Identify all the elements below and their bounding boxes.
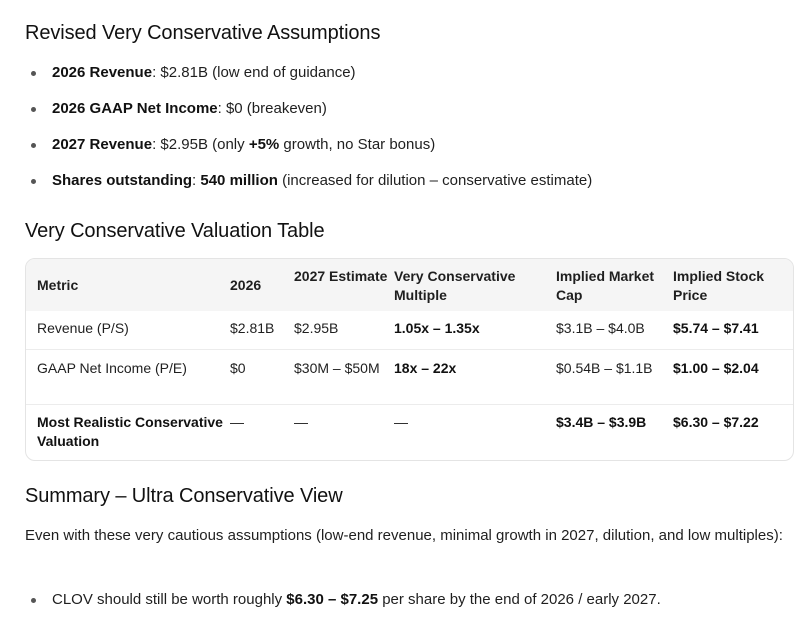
table-cell: $0.54B – $1.1B [556, 359, 653, 376]
table-cell: $3.4B – $3.9B [556, 413, 647, 430]
bullet-text: growth, no Star bonus) [279, 136, 436, 153]
list-item: Shares outstanding: 540 million (increas… [25, 171, 793, 207]
bullet-text: : $2.95B (only [152, 136, 249, 153]
table-cell: Most Realistic Conservative Valuation [37, 413, 223, 449]
list-item: 2026 Revenue: $2.81B (low end of guidanc… [25, 63, 793, 99]
table-row: Revenue (P/S) $2.81B $2.95B 1.05x – 1.35… [26, 311, 793, 349]
bullet-emphasis: +5% [248, 136, 280, 153]
column-header: 2027 Estimate [294, 268, 388, 284]
table-cell: — [394, 413, 408, 430]
list-item: CLOV should still be worth roughly $6.30… [25, 590, 793, 626]
table-cell: GAAP Net Income (P/E) [37, 359, 187, 376]
table-cell: $3.1B – $4.0B [556, 320, 645, 336]
bullet-text: CLOV should still be worth roughly [52, 591, 287, 608]
bullet-label: 2026 Revenue [52, 64, 153, 81]
table-cell: $30M – $50M [294, 359, 380, 376]
summary-list: CLOV should still be worth roughly $6.30… [25, 590, 793, 626]
table-cell: 1.05x – 1.35x [394, 320, 480, 336]
bullet-label: 2027 Revenue [52, 136, 153, 153]
table-row: Most Realistic Conservative Valuation — … [26, 404, 793, 460]
bullet-text: : $0 (breakeven) [217, 100, 327, 117]
list-item: 2027 Revenue: $2.95B (only +5% growth, n… [25, 135, 793, 171]
table-cell: $5.74 – $7.41 [673, 320, 759, 336]
column-header: Implied Stock Price [673, 268, 765, 303]
assumptions-list: 2026 Revenue: $2.81B (low end of guidanc… [25, 63, 793, 207]
table-header-row: Metric 2026 2027 Estimate Very Conservat… [26, 259, 793, 311]
column-header: Implied Market Cap [556, 268, 655, 303]
table-row: GAAP Net Income (P/E) $0 $30M – $50M 18x… [26, 349, 793, 404]
assumptions-heading: Revised Very Conservative Assumptions [25, 22, 381, 44]
bullet-text: : [192, 172, 201, 189]
bullet-emphasis: 540 million [200, 172, 278, 189]
table-cell: $1.00 – $2.04 [673, 359, 759, 376]
table-cell: $2.95B [294, 320, 339, 336]
bullet-label: Shares outstanding [52, 172, 193, 189]
column-header: Very Conservative Multiple [394, 268, 516, 303]
table-cell: — [294, 413, 308, 430]
bullet-label: 2026 GAAP Net Income [52, 100, 218, 117]
table-cell: $6.30 – $7.22 [673, 413, 759, 430]
bullet-text: per share by the end of 2026 / early 202… [378, 591, 661, 608]
bullet-emphasis: $6.30 – $7.25 [286, 591, 379, 608]
column-header: 2026 [230, 277, 262, 293]
valuation-table-heading: Very Conservative Valuation Table [25, 220, 325, 242]
table-cell: — [230, 413, 244, 430]
list-item: 2026 GAAP Net Income: $0 (breakeven) [25, 99, 793, 135]
valuation-table: Metric 2026 2027 Estimate Very Conservat… [25, 258, 794, 461]
table-cell: $2.81B [230, 320, 275, 336]
table-cell: 18x – 22x [394, 359, 457, 376]
bullet-text: : $2.81B (low end of guidance) [152, 64, 356, 81]
summary-heading: Summary – Ultra Conservative View [25, 485, 343, 507]
bullet-text: (increased for dilution – conservative e… [277, 172, 593, 189]
column-header: Metric [37, 277, 79, 293]
summary-intro: Even with these very cautious assumption… [25, 527, 783, 544]
table-cell: Revenue (P/S) [37, 320, 129, 336]
table-cell: $0 [230, 359, 246, 376]
